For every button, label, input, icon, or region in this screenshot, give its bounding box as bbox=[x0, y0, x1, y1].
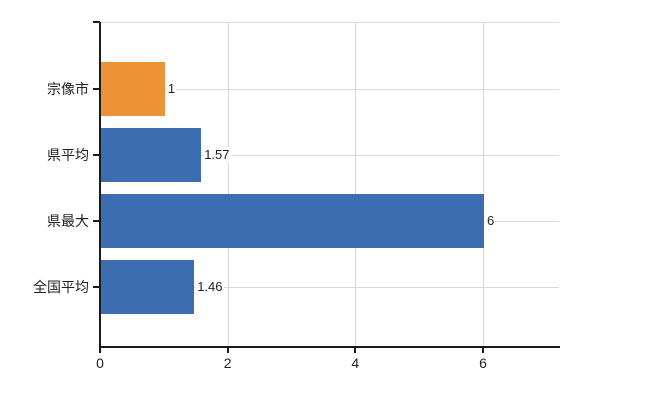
y-tick-mark bbox=[93, 286, 100, 288]
x-tick-label: 2 bbox=[223, 355, 232, 371]
category-label: 宗像市 bbox=[47, 81, 89, 97]
x-tick-mark bbox=[354, 347, 357, 353]
top-border-gridline bbox=[100, 22, 559, 23]
y-tick-mark bbox=[93, 220, 100, 222]
value-label: 1.46 bbox=[196, 279, 224, 294]
value-label: 6 bbox=[485, 213, 496, 228]
bar bbox=[101, 194, 484, 248]
h-gridline bbox=[100, 89, 559, 90]
v-gridline bbox=[355, 22, 357, 347]
y-tick-mark bbox=[93, 154, 100, 156]
x-tick-label: 6 bbox=[479, 355, 487, 371]
h-gridline bbox=[100, 287, 559, 288]
x-axis-line bbox=[99, 346, 560, 348]
bar bbox=[101, 260, 195, 314]
value-label: 1 bbox=[166, 81, 177, 96]
value-label: 1.57 bbox=[203, 147, 231, 162]
v-gridline bbox=[482, 22, 484, 347]
bar bbox=[101, 62, 165, 116]
category-label: 県平均 bbox=[47, 147, 89, 163]
category-label: 全国平均 bbox=[33, 279, 89, 295]
y-tick-mark bbox=[93, 21, 100, 23]
x-tick-mark bbox=[99, 347, 101, 353]
x-tick-label: 0 bbox=[96, 355, 104, 371]
x-tick-mark bbox=[226, 347, 229, 353]
y-axis-line bbox=[99, 22, 101, 348]
bar bbox=[101, 128, 202, 182]
v-gridline bbox=[227, 22, 229, 347]
x-tick-mark bbox=[481, 347, 484, 353]
x-tick-label: 4 bbox=[351, 355, 360, 371]
h-gridline bbox=[100, 155, 559, 156]
category-label: 県最大 bbox=[47, 213, 89, 229]
y-tick-mark bbox=[93, 88, 100, 90]
